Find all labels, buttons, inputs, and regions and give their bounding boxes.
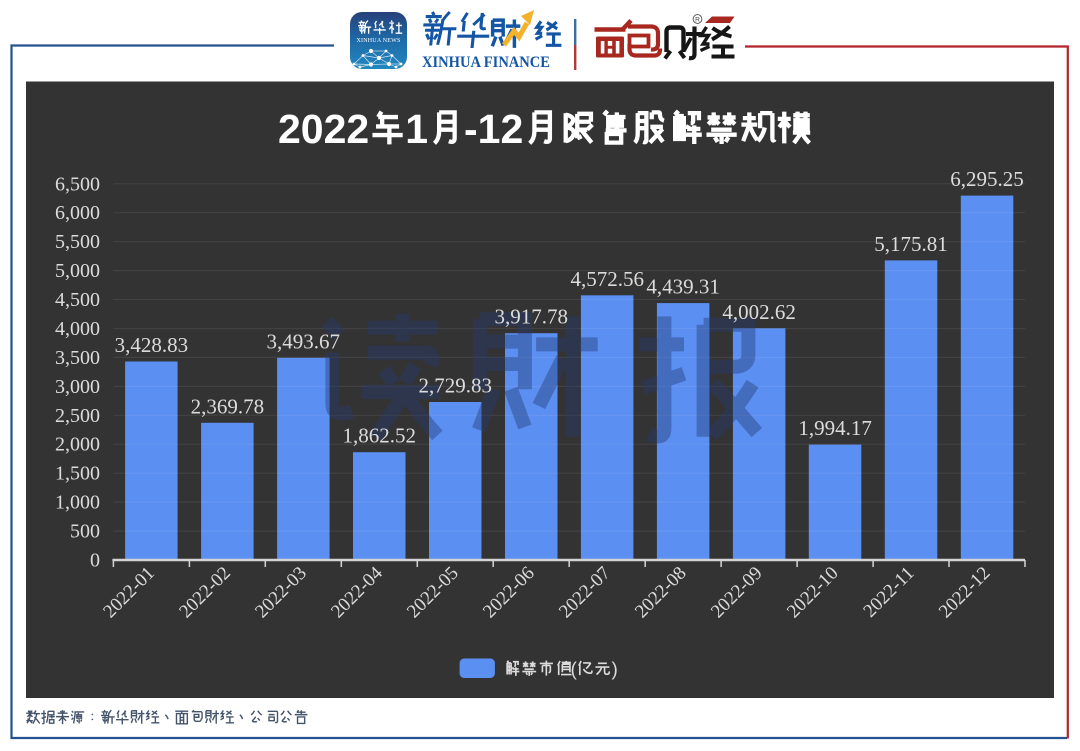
svg-text:(: ( [571,660,578,681]
svg-text:XINHUA NEWS: XINHUA NEWS [356,38,400,44]
svg-text:1: 1 [405,106,428,152]
svg-text:4,572.56: 4,572.56 [570,267,644,291]
svg-text:1,000: 1,000 [55,492,100,514]
svg-text:5,000: 5,000 [55,260,100,282]
svg-text:6,500: 6,500 [55,173,100,195]
svg-text:XINHUA FINANCE: XINHUA FINANCE [422,54,550,71]
svg-text:3,428.83: 3,428.83 [115,333,189,357]
svg-text:500: 500 [70,521,100,543]
svg-text:4,439.31: 4,439.31 [646,275,720,299]
svg-text:5,500: 5,500 [55,231,100,253]
svg-text:4,000: 4,000 [55,318,100,340]
svg-text:4,500: 4,500 [55,289,100,311]
svg-text:2,000: 2,000 [55,434,100,456]
svg-text:5,175.81: 5,175.81 [874,232,948,256]
svg-text:3,500: 3,500 [55,347,100,369]
svg-text:2022: 2022 [278,106,369,152]
svg-text:R: R [695,17,700,24]
svg-text:0: 0 [90,550,100,572]
svg-text:4,002.62: 4,002.62 [722,300,796,324]
svg-text:1,862.52: 1,862.52 [343,424,417,448]
svg-text:1,500: 1,500 [55,463,100,485]
svg-text:): ) [612,660,618,681]
svg-text:3,000: 3,000 [55,376,100,398]
svg-text:3,493.67: 3,493.67 [267,329,341,353]
svg-text:2,729.83: 2,729.83 [418,374,492,398]
svg-text:2,500: 2,500 [55,405,100,427]
svg-text:-12: -12 [464,106,523,152]
svg-text:6,000: 6,000 [55,202,100,224]
svg-text:2,369.78: 2,369.78 [191,394,265,418]
svg-text:6,295.25: 6,295.25 [950,167,1024,191]
svg-text:3,917.78: 3,917.78 [494,305,568,329]
svg-text:1,994.17: 1,994.17 [798,416,872,440]
